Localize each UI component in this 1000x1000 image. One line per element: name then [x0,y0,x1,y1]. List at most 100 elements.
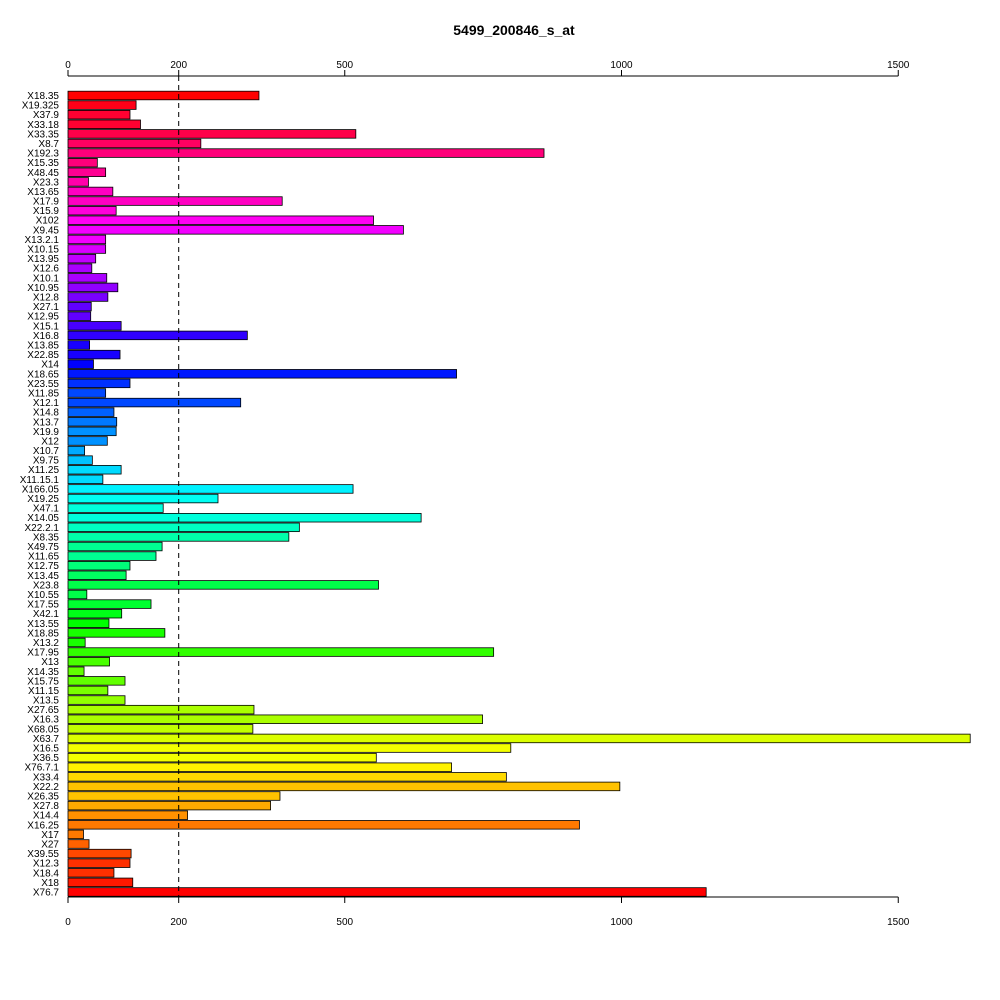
category-label: X11.15 [28,686,59,697]
category-label: X37.9 [33,110,60,121]
category-label: X22.2 [33,782,60,793]
bar [67,724,254,734]
bar [67,647,495,657]
category-label: X12 [41,436,59,447]
category-label: X11.25 [28,465,59,476]
category-label: X12.75 [27,561,59,572]
bar [67,177,89,187]
bar [67,637,86,648]
bar [67,820,580,830]
category-label: X18.85 [27,628,59,639]
category-label: X27.1 [33,302,60,313]
category-label: X11.15.1 [20,475,60,486]
bar [67,311,92,321]
bottom-axis-tick-label: 500 [336,917,353,928]
category-label: X13.85 [27,340,59,351]
category-label: X12.1 [33,398,60,409]
category-label: X12.8 [33,293,60,304]
bar [67,196,283,206]
bar [67,666,85,676]
top-axis-tick-label: 1500 [887,60,910,71]
bar [67,484,354,494]
category-label: X12.6 [33,264,60,275]
bar [67,800,271,811]
bar [67,589,88,600]
bar [67,743,512,753]
category-label: X13.55 [27,619,59,630]
bar [67,685,109,696]
bar [67,417,118,427]
bar [67,704,255,715]
bar [67,378,131,389]
bar [67,513,422,523]
category-label: X10.15 [27,245,59,256]
category-label: X14.8 [33,408,60,419]
category-label: X10.95 [27,283,59,294]
category-label: X18.65 [27,369,59,380]
category-label: X49.75 [27,542,59,553]
bar [67,714,483,724]
bar [67,388,107,398]
category-label: X15.9 [33,206,60,217]
category-label: X22.2.1 [25,523,60,534]
category-label: X17.9 [33,197,60,208]
bar [67,157,98,168]
category-label: X192.3 [27,149,59,160]
bar [67,215,374,225]
bar [67,503,164,513]
category-label: X10.7 [33,446,60,457]
bar [67,109,131,120]
bar [67,541,163,552]
bar [67,253,97,264]
bar [67,877,134,888]
category-label: X13.5 [33,696,60,707]
category-label: X166.05 [22,484,60,495]
bar [67,359,94,369]
category-label: X15.75 [27,676,59,687]
bar [67,234,107,245]
category-label: X16.5 [33,744,60,755]
bar [67,129,357,139]
category-label: X15.35 [27,158,59,169]
bar [67,340,90,350]
category-label: X13.2.1 [25,235,60,246]
category-label: X14 [41,360,59,371]
bar [67,868,115,878]
bar [67,551,157,561]
bar [67,580,379,590]
bar [67,493,219,504]
bar [67,407,115,417]
category-label: X33.4 [33,772,60,783]
category-label: X14.35 [27,667,59,678]
bar [67,781,621,792]
category-label: X16.3 [33,715,60,726]
bar [67,762,452,772]
bottom-axis-tick-label: 200 [170,917,187,928]
category-label: X42.1 [33,609,60,620]
bar [67,167,107,177]
bar [67,848,132,859]
category-label: X19.25 [27,494,59,505]
category-label: X22.85 [27,350,59,361]
category-label: X10.1 [33,273,60,284]
category-label: X11.65 [28,552,59,563]
category-label: X9.45 [33,225,60,236]
bar [67,244,107,254]
bar [67,369,457,379]
bottom-axis: 0 200 500 1000 1500 [65,896,910,928]
bar [67,186,114,197]
bar [67,570,127,581]
top-axis-tick-label: 0 [65,60,71,71]
category-label: X63.7 [33,734,60,745]
bar [67,148,545,158]
category-label: X10.55 [27,590,59,601]
top-axis-tick-label: 1000 [610,60,633,71]
bottom-axis-tick-label: 1500 [887,917,910,928]
top-axis-tick-label: 500 [336,60,353,71]
category-label: X16.25 [27,820,59,831]
category-label: X68.05 [27,724,59,735]
bar [67,225,404,235]
bars [67,90,971,897]
category-label: X13.95 [27,254,59,265]
